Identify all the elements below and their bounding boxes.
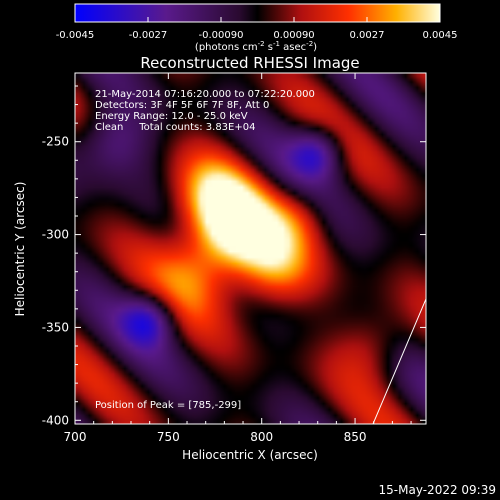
solar-limb-line bbox=[372, 298, 426, 424]
colorbar bbox=[74, 3, 441, 23]
x-tick-label: 700 bbox=[64, 430, 87, 444]
annotation-energy: Energy Range: 12.0 - 25.0 keV bbox=[95, 111, 248, 122]
plot-frame bbox=[74, 72, 427, 425]
colorbar-ticks: -0.0045 -0.0027 -0.00090 0.00090 0.0027 0.004… bbox=[56, 17, 458, 41]
colorbar-tick-label: 0.0027 bbox=[350, 30, 385, 41]
chart-title: Reconstructed RHESSI Image bbox=[140, 54, 359, 72]
peak-position-label: Position of Peak = [785,-299] bbox=[95, 400, 241, 411]
colorbar-tick-label: 0.0045 bbox=[423, 30, 458, 41]
x-tick-label: 850 bbox=[344, 430, 367, 444]
y-tick-label: -300 bbox=[42, 228, 69, 242]
annotation-time: 21-May-2014 07:16:20.000 to 07:22:20.000 bbox=[95, 89, 315, 100]
annotation-detectors: Detectors: 3F 4F 5F 6F 7F 8F, Att 0 bbox=[95, 100, 269, 111]
x-axis-label: Heliocentric X (arcsec) bbox=[182, 448, 318, 462]
annotation-counts: Clean Total counts: 3.83E+04 bbox=[95, 122, 255, 133]
footer-timestamp: 15-May-2022 09:39 bbox=[379, 483, 496, 497]
colorbar-unit-label: (photons cm-2 s-1 asec-2) bbox=[195, 40, 317, 53]
x-axis: 700 750 800 850 bbox=[64, 73, 412, 444]
y-tick-label: -350 bbox=[42, 320, 69, 334]
y-tick-label: -400 bbox=[42, 413, 69, 427]
x-tick-label: 750 bbox=[157, 430, 180, 444]
colorbar-tick-label: -0.00090 bbox=[199, 30, 244, 41]
y-tick-label: -250 bbox=[42, 135, 69, 149]
y-axis: -250 -300 -350 -400 bbox=[42, 85, 426, 427]
y-axis-label: Heliocentric Y (arcsec) bbox=[13, 182, 27, 317]
colorbar-tick-label: -0.0045 bbox=[56, 30, 95, 41]
colorbar-tick-label: 0.00090 bbox=[273, 30, 314, 41]
heatmap-image bbox=[75, 73, 426, 424]
colorbar-tick-label: -0.0027 bbox=[129, 30, 168, 41]
x-tick-label: 800 bbox=[250, 430, 273, 444]
